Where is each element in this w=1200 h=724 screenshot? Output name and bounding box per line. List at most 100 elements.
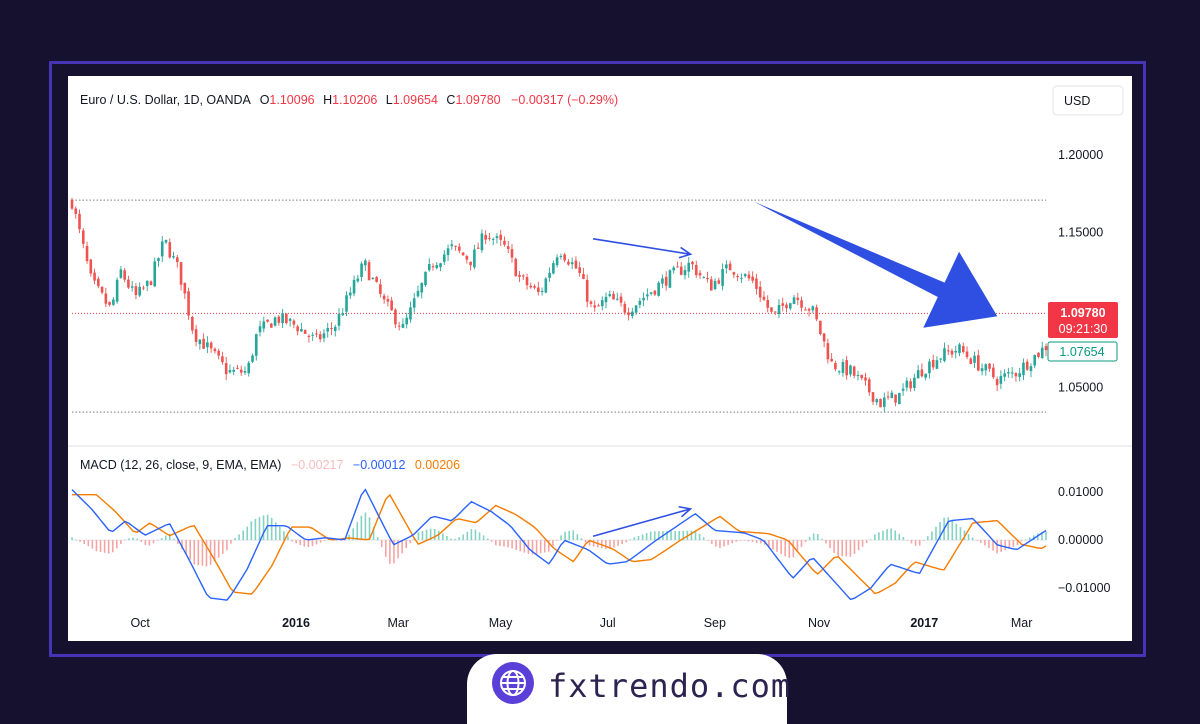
candle (232, 366, 236, 376)
candle (416, 285, 420, 298)
histogram-bar (939, 521, 941, 541)
candle (480, 229, 484, 253)
histogram-bar (979, 540, 982, 543)
candle (93, 268, 96, 285)
histogram-bar (584, 540, 587, 543)
histogram-bar (812, 533, 815, 541)
histogram-bar (890, 528, 892, 541)
histogram-bar (340, 540, 342, 541)
candle (928, 358, 931, 379)
histogram-bar (213, 540, 216, 562)
histogram-bar (735, 540, 738, 542)
candle (315, 329, 318, 338)
candle (525, 273, 529, 290)
candle (604, 292, 608, 309)
candle (326, 322, 330, 338)
candle (646, 288, 649, 301)
histogram-bar (690, 530, 693, 541)
candle (988, 362, 991, 372)
histogram-bar (344, 540, 346, 541)
candle (435, 262, 439, 270)
candle (826, 338, 830, 364)
candle (221, 351, 224, 365)
candle (149, 280, 153, 286)
histogram-bar (258, 517, 261, 541)
histogram-bar (270, 517, 273, 541)
macd-line (71, 488, 1047, 601)
candle (913, 373, 916, 392)
histogram-bar (845, 540, 848, 557)
histogram-bar (674, 531, 676, 541)
macd-hist-value: −0.00217 (291, 458, 344, 472)
candle (360, 261, 363, 282)
candle (119, 266, 123, 279)
candle (980, 363, 984, 376)
histogram-bar (653, 531, 656, 541)
candle (364, 258, 367, 272)
candle (454, 245, 457, 251)
histogram-bar (780, 540, 782, 555)
candle (698, 270, 702, 279)
histogram-bar (841, 540, 844, 557)
histogram-bar (918, 540, 921, 546)
candle (277, 315, 281, 326)
histogram-bar (959, 527, 962, 541)
histogram-bar (421, 531, 424, 541)
histogram-bar (523, 540, 526, 553)
candle (488, 232, 491, 241)
candle (397, 321, 401, 331)
candle (367, 259, 371, 281)
candle (916, 364, 920, 379)
ma-price-value: 1.07654 (1059, 345, 1104, 359)
x-tick-label: 2016 (282, 616, 310, 630)
histogram-bar (458, 537, 460, 541)
histogram-bar (384, 540, 387, 557)
candle (593, 300, 597, 312)
candle (638, 297, 642, 309)
candle (145, 280, 149, 292)
candle (619, 293, 623, 307)
histogram-bar (637, 535, 640, 541)
candle (81, 228, 85, 249)
histogram-bar (152, 540, 155, 544)
candle (597, 303, 600, 307)
histogram-bar (564, 531, 566, 541)
histogram-bar (450, 538, 452, 541)
candle (732, 271, 736, 278)
candle (773, 311, 777, 316)
x-tick-label: Oct (130, 616, 150, 630)
candle (676, 261, 679, 268)
candle (570, 257, 574, 270)
histogram-bar (397, 540, 399, 559)
histogram-bar (552, 540, 554, 547)
candle (807, 307, 811, 317)
candle (631, 307, 634, 319)
histogram-bar (474, 529, 477, 541)
candle (743, 272, 747, 278)
candle (175, 254, 179, 268)
histogram-bar (678, 531, 681, 541)
price-trend-arrow (592, 238, 693, 259)
candle (236, 364, 239, 370)
candle (390, 296, 393, 311)
candle (1044, 343, 1048, 357)
candle (247, 360, 251, 377)
currency-button[interactable]: USD (1052, 85, 1124, 116)
candle (202, 333, 205, 350)
histogram-bar (670, 531, 672, 541)
candle (822, 333, 826, 348)
candle (800, 296, 803, 312)
histogram-bar (739, 540, 742, 541)
histogram-bar (947, 517, 949, 541)
candle (85, 241, 89, 264)
candle (860, 374, 864, 381)
candle (285, 313, 288, 325)
candle (984, 363, 988, 376)
histogram-bar (238, 534, 240, 541)
candle (841, 358, 845, 377)
candle (371, 276, 375, 280)
histogram-bar (307, 540, 310, 548)
candle (777, 299, 781, 319)
last-price-tag: 1.09780 09:21:30 (1048, 302, 1118, 338)
